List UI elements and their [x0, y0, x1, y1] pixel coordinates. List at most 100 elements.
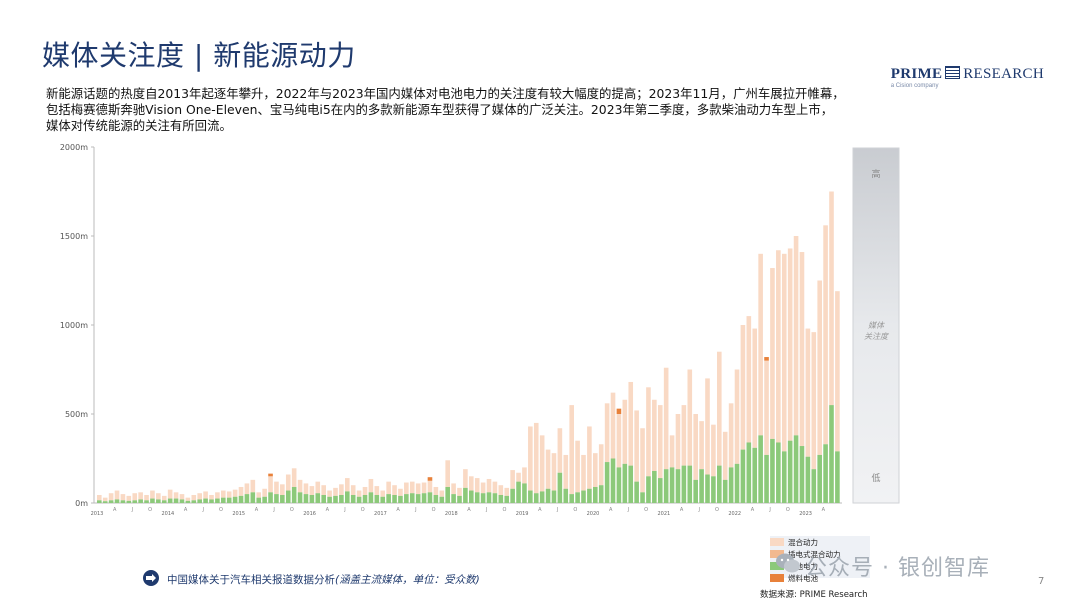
x-year-label: 2023	[799, 511, 812, 517]
x-quarter-label: J	[272, 507, 274, 513]
bar-hybrid	[734, 369, 740, 464]
y-tick-label: 0m	[75, 499, 88, 508]
bar-battery	[327, 496, 332, 503]
bar-hybrid	[752, 328, 758, 448]
bar-battery	[764, 454, 769, 503]
bar-hybrid	[451, 483, 456, 495]
bar-battery	[687, 465, 693, 503]
bar-battery	[250, 492, 256, 503]
x-quarter-label: A	[326, 507, 330, 513]
bar-battery	[657, 478, 663, 503]
bar-hybrid	[793, 236, 799, 436]
x-quarter-label: J	[202, 507, 204, 513]
bar-battery	[817, 454, 822, 503]
bar-battery	[545, 488, 551, 503]
bar-battery	[108, 500, 114, 503]
bar-hybrid	[528, 426, 533, 491]
bar-fuel-cell	[268, 473, 273, 477]
bar-hybrid	[409, 481, 415, 494]
bar-battery	[209, 499, 214, 503]
x-year-label: 2017	[374, 511, 387, 517]
bar-battery	[356, 496, 362, 503]
bar-hybrid	[250, 479, 256, 493]
bar-hybrid	[781, 253, 787, 452]
bar-hybrid	[345, 478, 350, 492]
description: 新能源话题的热度自2013年起逐年攀升，2022年与2023年国内媒体对电池电力…	[46, 86, 906, 134]
bar-hybrid	[203, 491, 208, 499]
bar-battery	[557, 472, 563, 503]
bar-battery	[415, 494, 421, 503]
x-quarter-label: O	[502, 507, 506, 513]
x-quarter-label: J	[698, 507, 700, 513]
bar-hybrid	[504, 487, 510, 496]
bar-hybrid	[439, 490, 445, 497]
bar-battery	[457, 495, 462, 503]
description-line: 媒体对传统能源的关注有所回流。	[46, 118, 232, 133]
bar-hybrid	[433, 486, 439, 495]
bar-battery	[770, 438, 775, 503]
bar-hybrid	[563, 454, 569, 489]
x-quarter-label: A	[396, 507, 400, 513]
legend-item: 燃料电池	[770, 572, 868, 584]
bar-hybrid	[327, 490, 332, 497]
bar-hybrid	[238, 486, 244, 496]
bar-battery	[362, 494, 368, 503]
bar-battery	[740, 449, 746, 503]
bar-hybrid	[386, 481, 391, 495]
x-quarter-label: O	[219, 507, 223, 513]
bar-hybrid	[404, 482, 409, 495]
bar-hybrid	[622, 399, 628, 464]
bar-battery	[315, 493, 321, 503]
bar-battery	[368, 492, 374, 503]
bar-battery	[280, 494, 285, 503]
bar-battery	[793, 435, 799, 503]
x-quarter-label: A	[467, 507, 471, 513]
bar-battery	[781, 451, 787, 503]
bar-hybrid	[280, 484, 285, 495]
bar-hybrid	[634, 410, 639, 482]
legend-label: 燃料电池	[788, 573, 818, 583]
chart-legend: 混合动力 插电式混合动力 电池电力 燃料电池	[770, 536, 868, 584]
x-quarter-label: J	[485, 507, 487, 513]
bar-battery	[593, 486, 598, 503]
x-quarter-label: O	[148, 507, 152, 513]
bar-hybrid	[657, 405, 663, 479]
bar-hybrid	[380, 490, 386, 497]
bar-battery	[350, 494, 356, 503]
footer-icon	[143, 570, 159, 586]
bar-hybrid	[593, 453, 598, 487]
bar-hybrid	[669, 435, 675, 468]
footer-caption: 中国媒体关于汽车相关报道数据分析(涵盖主流媒体，单位：受众数)	[167, 572, 480, 587]
bar-hybrid	[516, 472, 521, 482]
bar-hybrid	[268, 476, 273, 493]
x-year-label: 2016	[303, 511, 316, 517]
bar-hybrid	[598, 444, 604, 486]
bar-battery	[634, 481, 639, 503]
bar-hybrid	[108, 493, 114, 501]
bar-hybrid	[179, 494, 185, 500]
bar-battery	[97, 500, 102, 503]
bar-hybrid	[167, 489, 173, 499]
description-line: 包括梅赛德斯奔驰Vision One-Eleven、宝马纯电i5在内的多款新能源…	[46, 102, 834, 117]
bar-battery	[504, 495, 510, 503]
x-year-label: 2018	[445, 511, 458, 517]
side-scale-bar	[852, 147, 900, 504]
bar-battery	[492, 493, 498, 503]
bar-battery	[226, 497, 232, 503]
bar-hybrid	[173, 492, 179, 499]
bar-hybrid	[498, 485, 504, 495]
bar-hybrid	[764, 360, 769, 455]
bar-hybrid	[799, 252, 805, 447]
bar-battery	[640, 492, 645, 503]
bar-battery	[522, 483, 527, 503]
bar-hybrid	[350, 485, 356, 495]
bar-hybrid	[120, 494, 126, 501]
bar-battery	[445, 486, 450, 503]
bar-hybrid	[640, 428, 645, 493]
side-scale-low: 低	[871, 472, 880, 484]
bar-battery	[823, 444, 828, 503]
bar-hybrid	[427, 480, 433, 493]
bar-hybrid	[315, 481, 321, 494]
bar-hybrid	[787, 248, 793, 441]
x-quarter-label: A	[822, 507, 826, 513]
